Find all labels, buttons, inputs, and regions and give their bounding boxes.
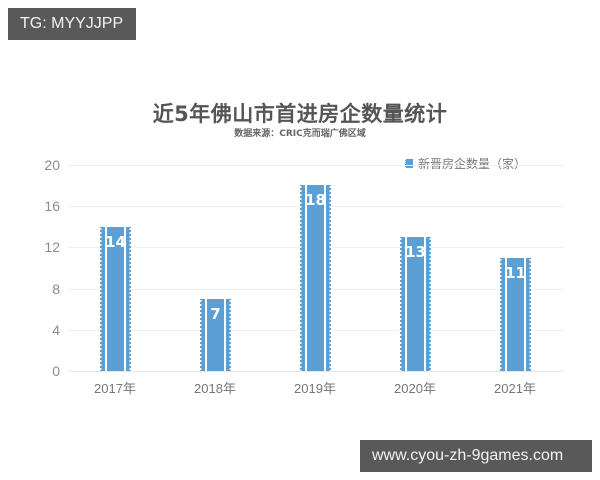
bar-value-label: 14	[105, 233, 126, 251]
x-tick: 2021年	[494, 381, 536, 396]
bar-2018: 7	[199, 299, 232, 371]
x-tick: 2020年	[394, 381, 436, 396]
x-tick: 2017年	[94, 381, 136, 396]
bar-2017: 14	[99, 227, 132, 371]
y-tick: 0	[52, 363, 60, 379]
bar-value-label: 13	[405, 243, 426, 261]
bar-value-label: 11	[505, 264, 526, 282]
bar-value-label: 7	[210, 305, 221, 323]
y-tick: 20	[44, 157, 60, 173]
watermark-top-left: TG: MYYJJPP	[8, 8, 136, 40]
chart-subtitle: 数据来源：CRIC克而瑞广佛区域	[234, 129, 366, 139]
bar-2019: 18	[299, 185, 332, 371]
x-tick: 2019年	[294, 381, 336, 396]
x-axis-line	[68, 371, 564, 372]
chart-title: 近5年佛山市首进房企数量统计	[152, 102, 448, 126]
gridline	[68, 165, 564, 166]
y-tick: 16	[44, 198, 60, 214]
y-tick: 12	[44, 239, 60, 255]
legend-label: 新晋房企数量（家）	[418, 157, 527, 171]
watermark-bottom-right: www.cyou-zh-9games.com	[360, 440, 592, 472]
y-tick: 4	[52, 322, 60, 338]
y-tick: 8	[52, 281, 60, 297]
chart-legend: 新晋房企数量（家）	[405, 155, 526, 172]
legend-swatch-icon	[405, 159, 413, 168]
bar-value-label: 18	[305, 191, 326, 209]
bar-2020: 13	[399, 237, 432, 371]
bar-2021: 11	[499, 258, 532, 371]
x-tick: 2018年	[194, 381, 236, 396]
